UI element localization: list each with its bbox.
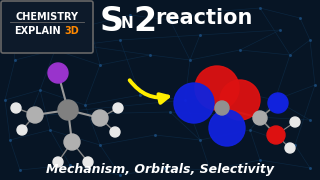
- Circle shape: [53, 157, 63, 167]
- Circle shape: [174, 83, 214, 123]
- Circle shape: [267, 126, 285, 144]
- Text: 3D: 3D: [65, 26, 79, 36]
- Circle shape: [195, 66, 239, 110]
- Text: reaction: reaction: [155, 8, 252, 28]
- Circle shape: [110, 127, 120, 137]
- Text: Mechanism, Orbitals, Selectivity: Mechanism, Orbitals, Selectivity: [46, 163, 274, 177]
- Circle shape: [113, 103, 123, 113]
- Circle shape: [209, 110, 245, 146]
- Circle shape: [64, 134, 80, 150]
- Circle shape: [58, 100, 78, 120]
- Circle shape: [253, 111, 267, 125]
- Circle shape: [83, 157, 93, 167]
- Circle shape: [92, 110, 108, 126]
- Circle shape: [220, 80, 260, 120]
- Text: 2: 2: [133, 5, 156, 38]
- Circle shape: [48, 63, 68, 83]
- Circle shape: [215, 101, 229, 115]
- FancyBboxPatch shape: [1, 1, 93, 53]
- Circle shape: [285, 143, 295, 153]
- Text: EXPLAIN: EXPLAIN: [14, 26, 60, 36]
- Circle shape: [290, 117, 300, 127]
- Circle shape: [27, 107, 43, 123]
- Circle shape: [268, 93, 288, 113]
- Text: N: N: [121, 16, 134, 31]
- Text: CHEMISTRY: CHEMISTRY: [15, 12, 78, 22]
- Text: S: S: [100, 5, 124, 38]
- Circle shape: [11, 103, 21, 113]
- Circle shape: [17, 125, 27, 135]
